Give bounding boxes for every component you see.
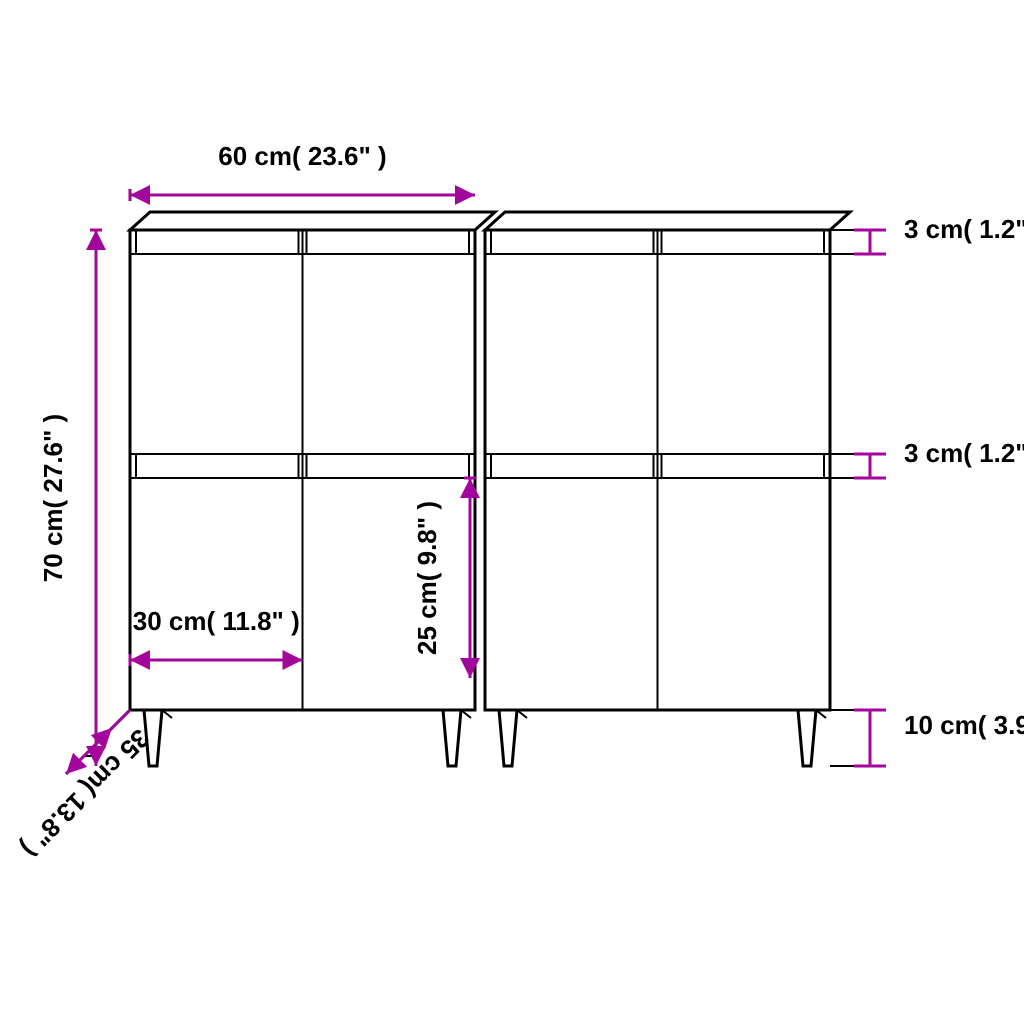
- furniture-dimension-diagram: 60 cm( 23.6" ) 70 cm( 27.6" ) 35 cm( 13.8"…: [0, 0, 1024, 1024]
- dim-top-gap-label-cm: 3 cm( 1.2" ): [904, 214, 1024, 244]
- dim-depth-label: 35 cm( 13.8" ): [15, 723, 155, 863]
- dim-door-height-label-cm: 25 cm( 9.8" ): [412, 501, 442, 655]
- dim-width-label-cm: 60 cm( 23.6" ): [218, 141, 386, 171]
- dim-leg-height-label-cm: 10 cm( 3.9" ): [904, 710, 1024, 740]
- dim-height-label-cm: 70 cm( 27.6" ): [38, 414, 68, 582]
- dim-mid-gap-label-cm: 3 cm( 1.2" ): [904, 438, 1024, 468]
- dim-door-width-label-cm: 30 cm( 11.8" ): [133, 606, 300, 636]
